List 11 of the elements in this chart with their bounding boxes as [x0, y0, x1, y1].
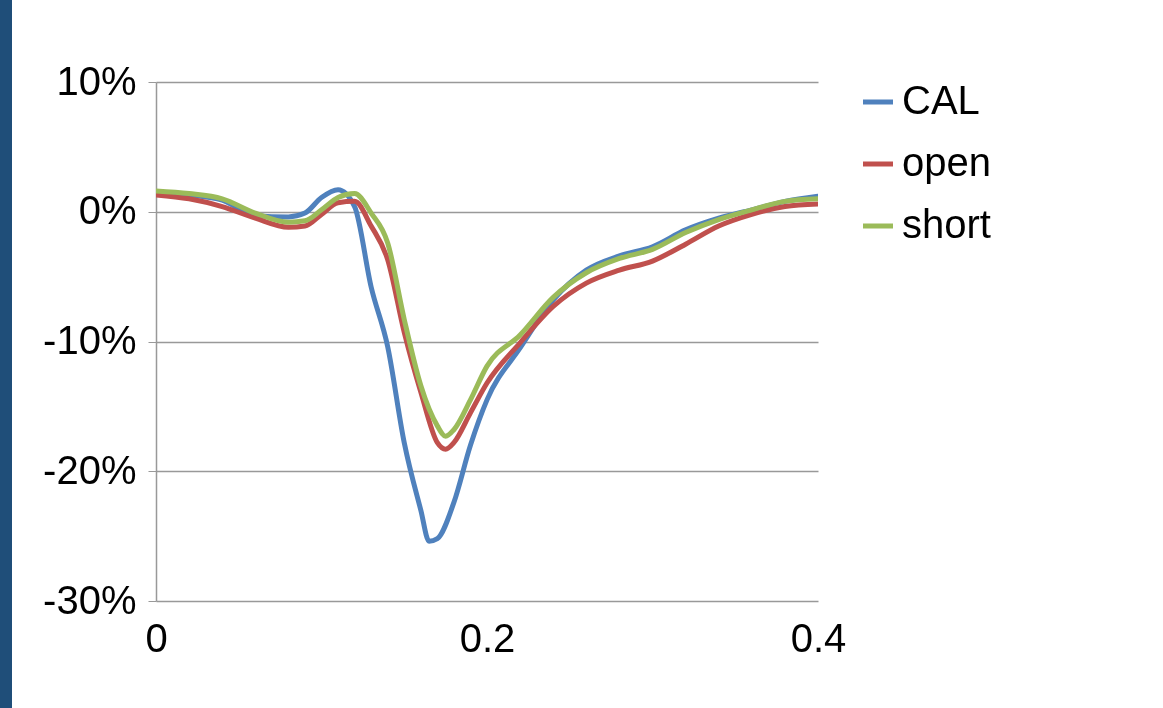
- y-tick-label: -10%: [43, 318, 137, 362]
- legend-label: open: [902, 140, 991, 184]
- legend-label: short: [902, 202, 991, 246]
- legend-label: CAL: [902, 78, 980, 122]
- y-tick-label: -30%: [43, 577, 137, 622]
- x-tick-label: 0: [145, 615, 168, 660]
- y-tick-label: 10%: [56, 58, 137, 103]
- x-tick-label: 0.2: [459, 615, 516, 660]
- y-tick-label: -20%: [43, 447, 137, 492]
- x-tick-label: 0.4: [790, 615, 847, 660]
- y-tick-label: 0%: [78, 188, 137, 233]
